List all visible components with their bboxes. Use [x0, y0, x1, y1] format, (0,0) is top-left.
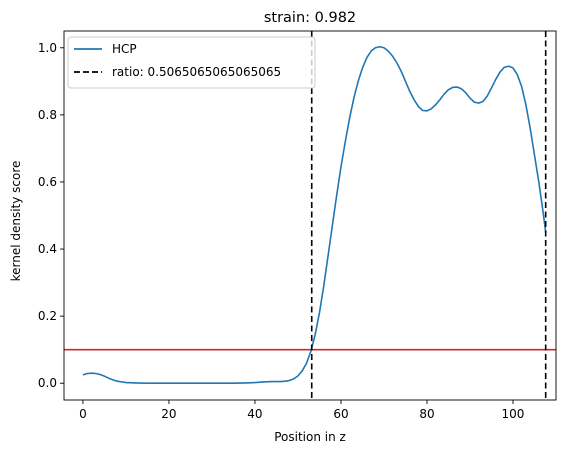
chart-title: strain: 0.982 — [264, 10, 356, 26]
ticks-layer: 0 20 40 60 80 100 0.0 0.2 0.4 0.6 0.8 1.0 — [38, 41, 525, 421]
legend-label-hcp: HCP — [112, 42, 137, 56]
y-tick-label: 0.4 — [38, 242, 57, 256]
plot-layer — [63, 30, 557, 401]
axes-frame — [63, 30, 557, 401]
x-axis-label: Position in z — [274, 430, 346, 444]
y-tick-label: 0.2 — [38, 309, 57, 323]
y-axis-label: kernel density score — [9, 161, 23, 282]
x-tick-label: 60 — [333, 407, 348, 421]
y-tick-label: 0.8 — [38, 108, 57, 122]
x-tick-label: 40 — [247, 407, 262, 421]
legend-box — [67, 36, 316, 89]
legend: HCP ratio: 0.5065065065065065 — [67, 36, 316, 89]
x-tick-label: 100 — [502, 407, 525, 421]
series-line-hcp — [82, 45, 547, 385]
y-tick-label: 1.0 — [38, 41, 57, 55]
y-tick-label: 0.6 — [38, 175, 57, 189]
y-tick-label: 0.0 — [38, 376, 57, 390]
x-tick-label: 0 — [79, 407, 87, 421]
x-tick-label: 20 — [161, 407, 176, 421]
legend-label-ratio: ratio: 0.5065065065065065 — [112, 65, 281, 79]
x-tick-label: 80 — [419, 407, 434, 421]
